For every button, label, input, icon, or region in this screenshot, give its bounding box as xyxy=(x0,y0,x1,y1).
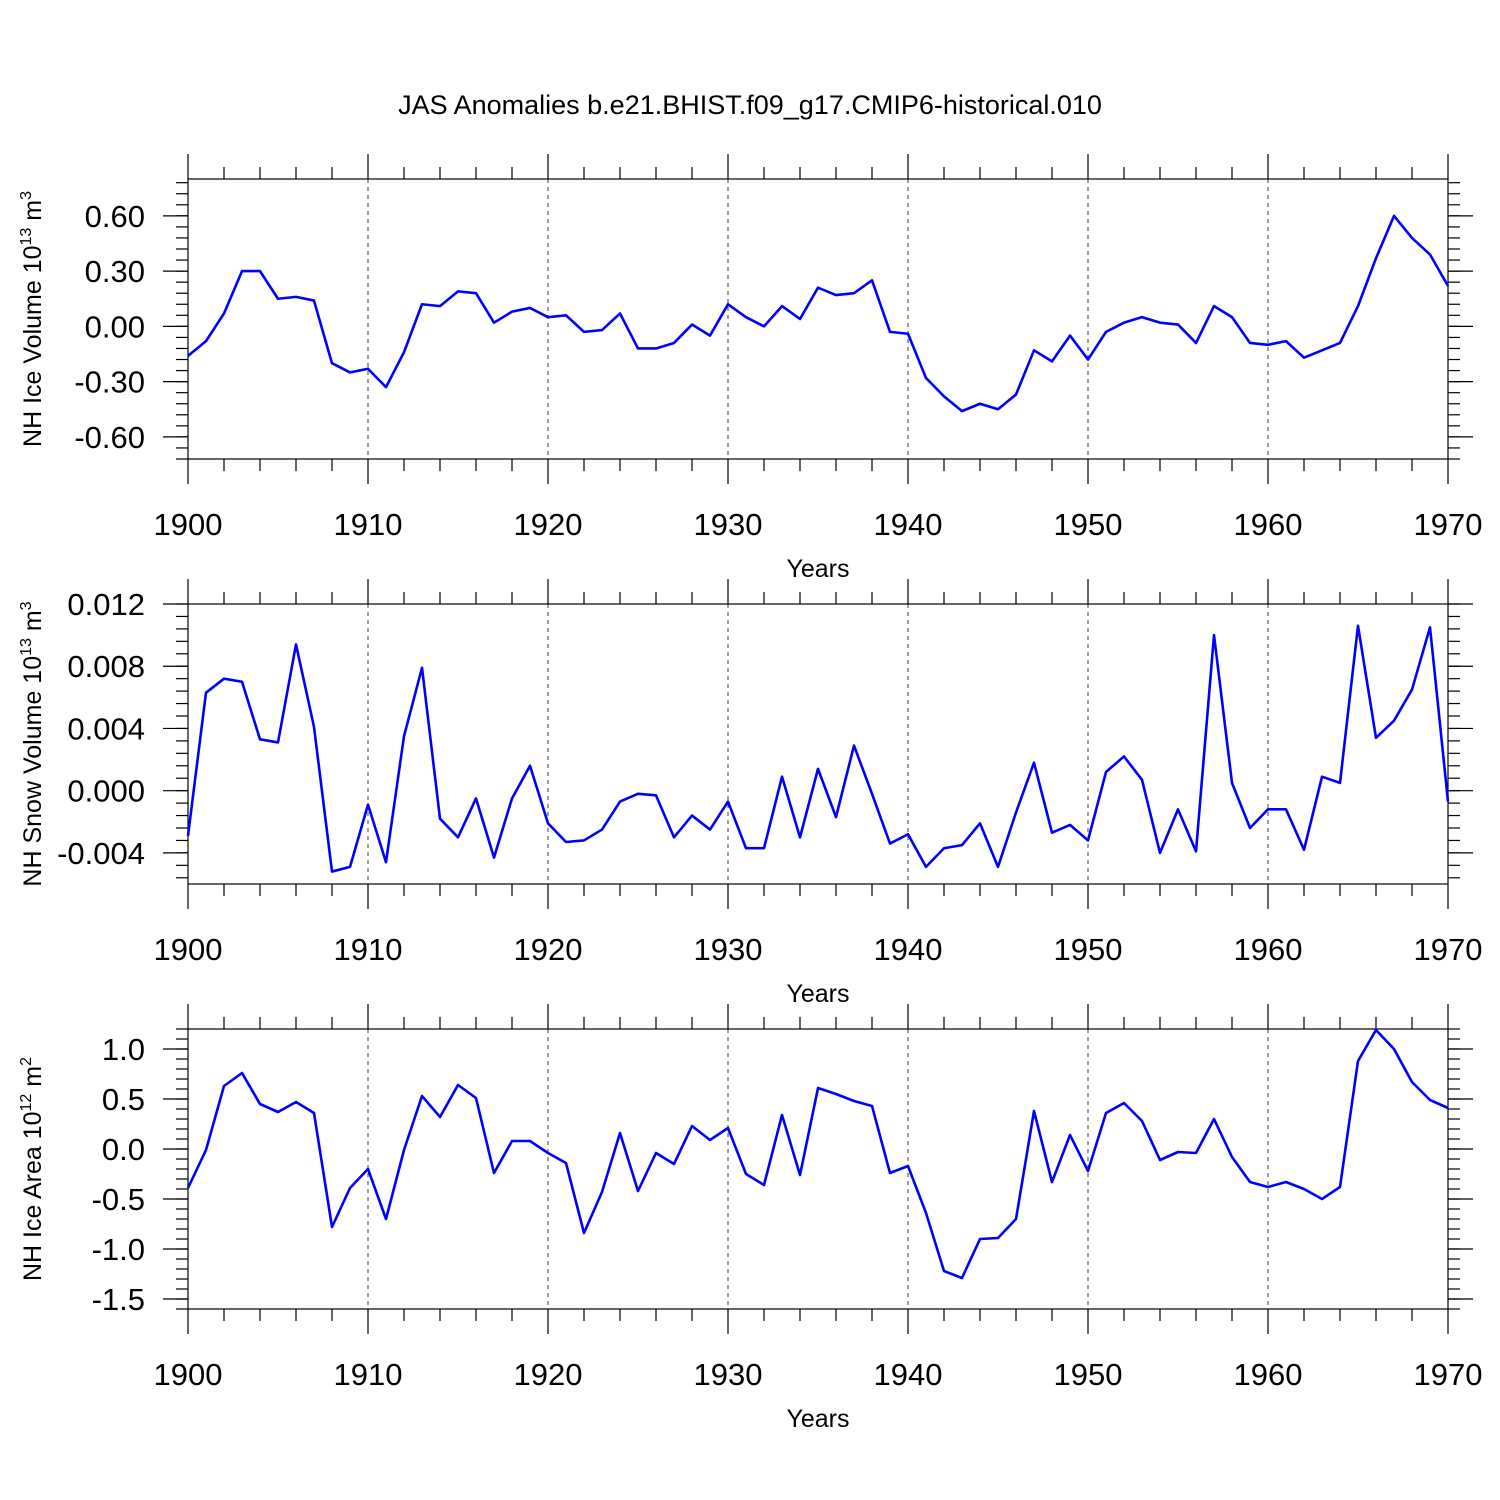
y-tick-label: 0.008 xyxy=(67,649,145,684)
y-tick-label: 0.0 xyxy=(102,1132,145,1167)
y-axis-title: NH Snow Volume 1013 m3 xyxy=(18,601,47,886)
y-axis-title-text: m xyxy=(19,200,47,228)
y-axis-title-superscript: 3 xyxy=(18,601,35,610)
y-axis-title-text: m xyxy=(19,610,47,638)
x-tick-label: 1940 xyxy=(874,932,943,967)
series-line xyxy=(187,214,1450,413)
y-axis-title-text: m xyxy=(19,1066,47,1094)
y-tick-label: 0.30 xyxy=(85,254,145,289)
x-tick-label: 1920 xyxy=(514,932,583,967)
panel-ice-area: 1900 1910 1920 1930 1940 1950 1960 1970 Years 1.0… xyxy=(18,1004,1482,1433)
y-tick-label: 0.012 xyxy=(67,587,145,622)
x-tick-label: 1950 xyxy=(1054,932,1123,967)
y-tick-label: 0.60 xyxy=(85,199,145,234)
y-tick-label: -0.30 xyxy=(74,365,145,400)
plot-frame xyxy=(187,178,1449,460)
y-tick-label: -0.004 xyxy=(57,836,145,871)
y-tick-label: 0.000 xyxy=(67,774,145,809)
x-tick-label: 1950 xyxy=(1054,1357,1123,1392)
x-tick-label: 1960 xyxy=(1234,1357,1303,1392)
y-tick-label: 0.5 xyxy=(102,1082,145,1117)
y-tick-label: 0.00 xyxy=(85,309,145,344)
x-tick-label: 1910 xyxy=(334,932,403,967)
x-tick-label: 1930 xyxy=(694,507,763,542)
x-tick-label: 1970 xyxy=(1414,507,1483,542)
y-axis-title-superscript: 12 xyxy=(18,1094,35,1112)
plot-frame xyxy=(187,1028,1449,1310)
y-tick-label: -0.5 xyxy=(92,1182,145,1217)
y-tick-label: 0.004 xyxy=(67,711,145,746)
x-tick-label: 1940 xyxy=(874,507,943,542)
y-axis-title: NH Ice Volume 1013 m3 xyxy=(18,191,47,447)
y-tick-label: -0.60 xyxy=(74,420,145,455)
x-tick-label: 1940 xyxy=(874,1357,943,1392)
x-tick-label: 1970 xyxy=(1414,932,1483,967)
panel-ice-volume: 1900 1910 1920 1930 1940 1950 1960 1970 Years 0.6… xyxy=(18,154,1482,583)
chart-title: JAS Anomalies b.e21.BHIST.f09_g17.CMIP6-… xyxy=(398,90,1102,120)
y-axis-title-superscript: 13 xyxy=(18,638,35,656)
panel-snow-volume: 1900 1910 1920 1930 1940 1950 1960 1970 Years 0.0… xyxy=(18,579,1482,1008)
x-tick-label: 1910 xyxy=(334,1357,403,1392)
y-axis-title-superscript: 2 xyxy=(18,1057,35,1066)
series-line xyxy=(186,624,1450,873)
y-tick-label: -1.0 xyxy=(92,1232,145,1267)
x-tick-label: 1920 xyxy=(514,507,583,542)
x-tick-label: 1900 xyxy=(154,507,223,542)
x-tick-label: 1960 xyxy=(1234,507,1303,542)
x-tick-label: 1960 xyxy=(1234,932,1303,967)
x-tick-label: 1900 xyxy=(154,1357,223,1392)
x-axis-title: Years xyxy=(786,1405,849,1433)
y-axis-title-superscript: 13 xyxy=(18,228,35,246)
plot-frame xyxy=(187,603,1449,885)
x-tick-label: 1930 xyxy=(694,1357,763,1392)
y-axis-title-text: NH Ice Volume 10 xyxy=(19,245,47,447)
y-axis-title-text: NH Snow Volume 10 xyxy=(19,656,47,887)
x-tick-label: 1930 xyxy=(694,932,763,967)
series-line xyxy=(186,1028,1449,1280)
x-tick-label: 1920 xyxy=(514,1357,583,1392)
y-axis-title-superscript: 3 xyxy=(18,191,35,200)
y-axis-title: NH Ice Area 1012 m2 xyxy=(18,1057,47,1281)
x-axis-title: Years xyxy=(786,555,849,583)
x-tick-label: 1970 xyxy=(1414,1357,1483,1392)
x-axis-title: Years xyxy=(786,980,849,1008)
y-tick-label: 1.0 xyxy=(102,1032,145,1067)
x-tick-label: 1910 xyxy=(334,507,403,542)
y-tick-label: -1.5 xyxy=(92,1282,145,1317)
x-tick-label: 1950 xyxy=(1054,507,1123,542)
y-axis-title-text: NH Ice Area 10 xyxy=(19,1111,47,1281)
x-tick-label: 1900 xyxy=(154,932,223,967)
